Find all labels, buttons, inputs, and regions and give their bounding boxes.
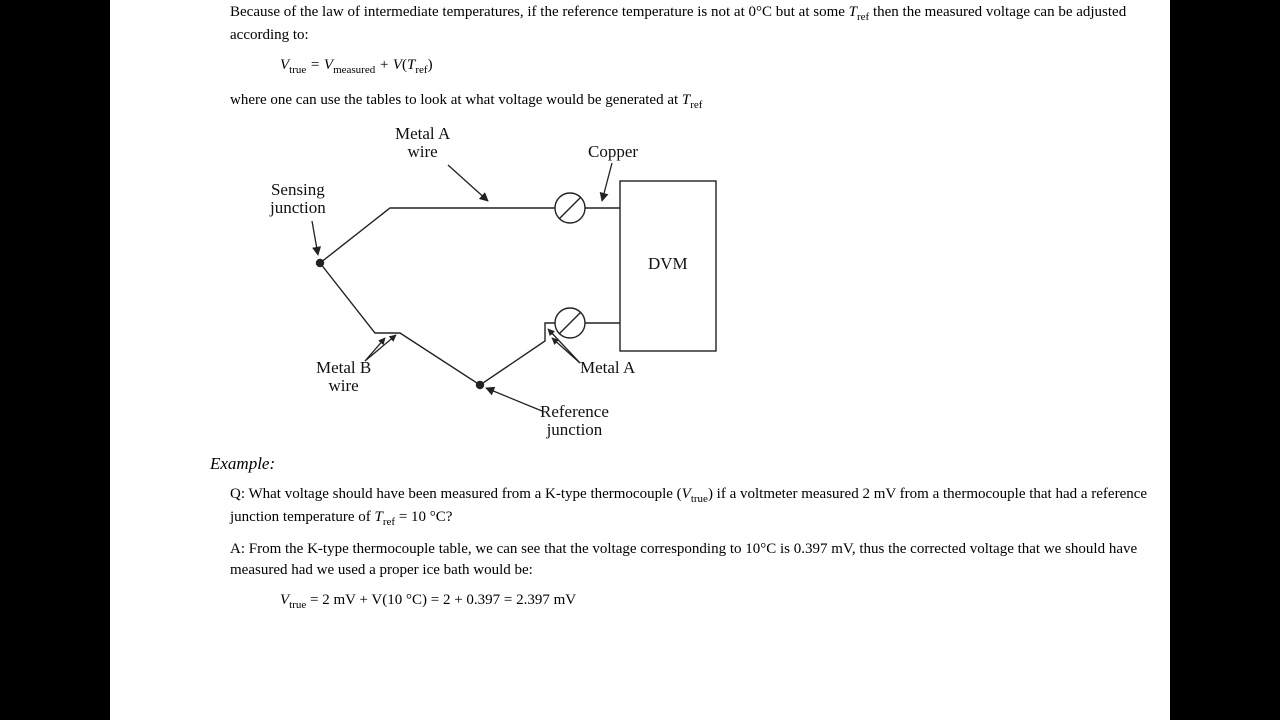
q-text-a: Q: What voltage should have been measure… [230, 486, 682, 502]
eq1-lhs-sub: true [289, 64, 306, 76]
example-question: Q: What voltage should have been measure… [230, 484, 1170, 530]
eq1-r1-sub: measured [333, 64, 375, 76]
q-T: T [375, 509, 383, 525]
q-V-sub: true [691, 493, 708, 505]
label-metal-a: Metal A [580, 359, 635, 377]
page: Because of the law of intermediate tempe… [110, 0, 1170, 720]
label-sensing-junction: Sensingjunction [270, 181, 326, 217]
eq2-lhs-sub: true [289, 599, 306, 611]
para2-text: where one can use the tables to look at … [230, 92, 682, 108]
a-text: A: From the K-type thermocouple table, w… [230, 541, 1137, 577]
label-metal-a-wire: Metal Awire [395, 125, 450, 161]
tref-symbol: T [849, 4, 857, 20]
label-dvm: DVM [648, 255, 688, 273]
document-content: Because of the law of intermediate tempe… [230, 2, 1170, 625]
eq1-T-sub: ref [415, 64, 427, 76]
equation-1: Vtrue = Vmeasured + V(Tref) [280, 55, 1170, 78]
eq1-lhs-V: V [280, 57, 289, 73]
q-T-sub: ref [383, 516, 395, 528]
eq2-rhs: = 2 mV + V(10 °C) = 2 + 0.397 = 2.397 mV [306, 592, 576, 608]
q-text-c: = 10 °C? [395, 509, 452, 525]
diagram-svg [240, 123, 760, 443]
paragraph-2: where one can use the tables to look at … [230, 90, 1170, 113]
example-heading: Example: [210, 453, 1170, 476]
eq1-r2-V: V [393, 57, 402, 73]
example-answer: A: From the K-type thermocouple table, w… [230, 539, 1170, 580]
eq1-eq: = [306, 57, 324, 73]
eq1-close: ) [428, 57, 433, 73]
q-V: V [682, 486, 691, 502]
equation-2: Vtrue = 2 mV + V(10 °C) = 2 + 0.397 = 2.… [280, 590, 1170, 613]
eq1-r1-V: V [324, 57, 333, 73]
para2-T-sub: ref [690, 99, 702, 111]
tref-sub: ref [857, 11, 869, 23]
label-copper: Copper [588, 143, 638, 161]
paragraph-1: Because of the law of intermediate tempe… [230, 2, 1170, 45]
para1-text-a: Because of the law of intermediate tempe… [230, 4, 849, 20]
eq2-lhs-V: V [280, 592, 289, 608]
para2-T: T [682, 92, 690, 108]
thermocouple-diagram: Metal Awire Copper Sensingjunction DVM M… [240, 123, 760, 443]
label-reference-junction: Referencejunction [540, 403, 609, 439]
label-metal-b-wire: Metal Bwire [316, 359, 371, 395]
eq1-plus: + [375, 57, 393, 73]
